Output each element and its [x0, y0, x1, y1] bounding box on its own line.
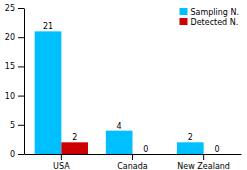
- y-tick-mark: [18, 37, 24, 38]
- legend-label: Sampling N.: [190, 8, 239, 17]
- legend-swatch: [179, 8, 187, 15]
- x-tick-label: Canada: [117, 162, 148, 170]
- y-tick-mark: [18, 125, 24, 126]
- x-tick: USA: [53, 154, 70, 170]
- legend-item: Sampling N.: [179, 8, 239, 17]
- x-axis: USA Canada New Zealand: [25, 154, 242, 170]
- chart: 21422000510152025USACanadaNew ZealandSam…: [0, 0, 247, 170]
- y-tick-mark: [18, 66, 24, 67]
- x-tick-mark: [203, 154, 204, 160]
- bar: [61, 142, 88, 154]
- data-label: 0: [214, 145, 219, 154]
- bar: [177, 142, 204, 154]
- y-tick: 15: [5, 62, 24, 71]
- legend-label: Detected N.: [190, 18, 238, 27]
- x-tick-mark: [132, 154, 133, 160]
- data-label: 4: [117, 122, 122, 131]
- y-axis-line: [24, 9, 25, 155]
- data-label: 21: [43, 22, 53, 31]
- y-tick-label: 10: [5, 92, 15, 101]
- y-tick: 5: [10, 121, 24, 130]
- x-tick: New Zealand: [177, 154, 230, 170]
- y-axis: 0 5 10 15 20 25: [5, 4, 25, 159]
- y-tick: 25: [5, 4, 24, 13]
- y-tick-mark: [18, 154, 24, 155]
- plot: 21422000510152025USACanadaNew ZealandSam…: [5, 4, 242, 170]
- y-tick: 20: [5, 33, 24, 42]
- legend: Sampling N.Detected N.: [179, 8, 239, 27]
- legend-item: Detected N.: [179, 18, 238, 27]
- data-label: 2: [72, 133, 77, 142]
- data-label: 0: [143, 145, 148, 154]
- bars: [35, 31, 204, 154]
- x-tick-label: New Zealand: [177, 162, 230, 170]
- x-tick: Canada: [117, 154, 148, 170]
- x-tick-mark: [61, 154, 62, 160]
- y-tick-mark: [18, 96, 24, 97]
- y-tick-label: 25: [5, 4, 15, 13]
- x-tick-label: USA: [53, 162, 70, 170]
- bar: [106, 131, 133, 154]
- y-tick-label: 5: [10, 121, 15, 130]
- y-tick-label: 20: [5, 33, 15, 42]
- bar: [35, 31, 62, 154]
- y-tick: 0: [10, 150, 24, 159]
- data-label: 2: [188, 133, 193, 142]
- legend-swatch: [179, 18, 187, 25]
- data-labels: 21 4 2 2 0 0: [43, 22, 220, 154]
- y-tick-label: 0: [10, 150, 15, 159]
- y-tick-label: 15: [5, 62, 15, 71]
- y-tick-mark: [18, 8, 24, 9]
- y-tick: 10: [5, 92, 24, 101]
